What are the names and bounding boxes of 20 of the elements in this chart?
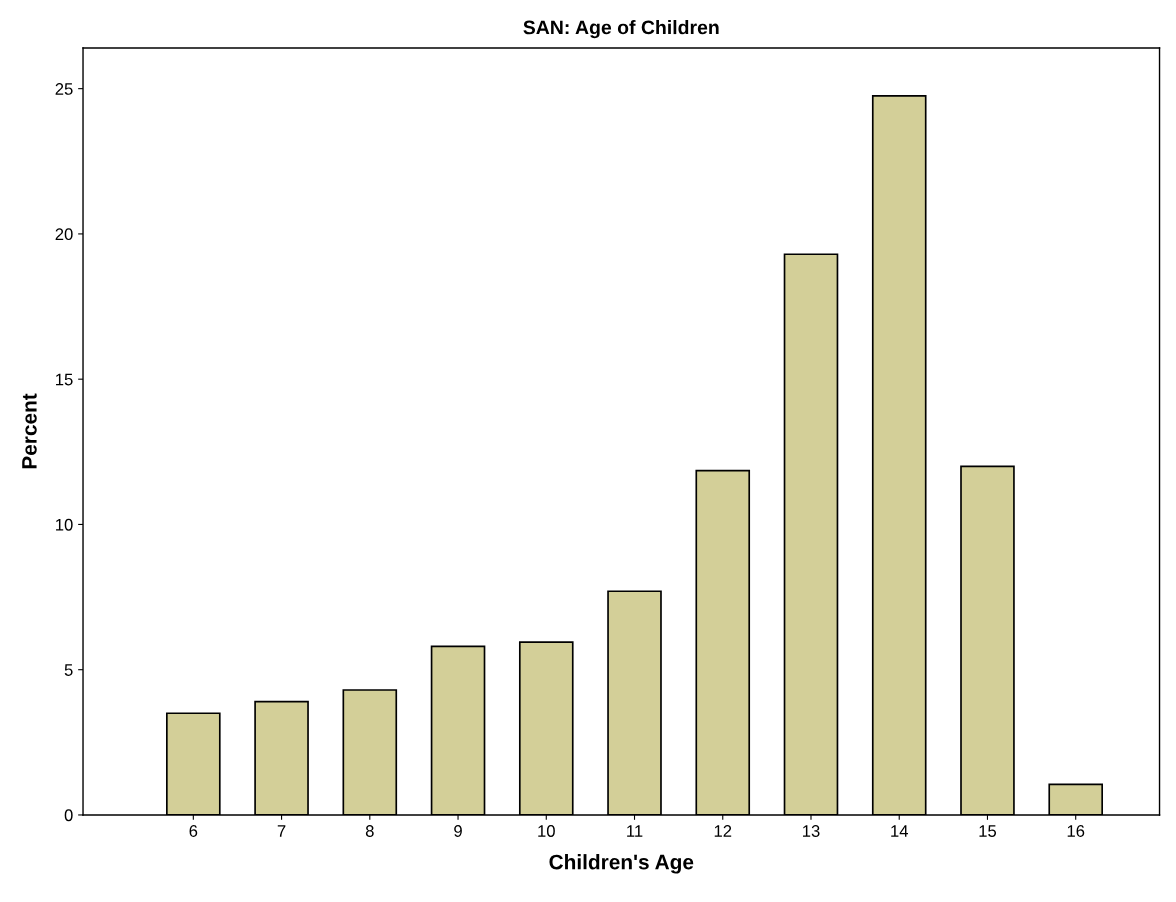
y-tick-label: 20 <box>55 228 73 241</box>
x-tick-label: 13 <box>803 825 820 837</box>
x-tick-label: 7 <box>277 825 286 837</box>
x-tick-label: 6 <box>189 825 198 837</box>
x-axis-title: Children's Age <box>549 854 694 874</box>
chart-title: SAN: Age of Children <box>523 20 719 39</box>
y-tick-label: 0 <box>64 809 73 822</box>
x-tick-label: 12 <box>714 825 732 837</box>
y-axis-title: Percent <box>22 393 37 469</box>
x-tick-label: 15 <box>979 825 997 837</box>
x-tick-label: 16 <box>1067 825 1085 837</box>
x-tick-label: 10 <box>538 825 555 837</box>
y-tick-label: 10 <box>56 518 73 531</box>
x-tick-label: 14 <box>891 825 909 837</box>
x-tick-label: 8 <box>365 825 374 837</box>
y-tick-label: 25 <box>55 83 73 95</box>
y-tick-label: 5 <box>64 664 73 676</box>
x-tick-label: 11 <box>627 825 643 837</box>
x-tick-label: 9 <box>454 825 462 837</box>
y-tick-label: 15 <box>56 373 73 386</box>
